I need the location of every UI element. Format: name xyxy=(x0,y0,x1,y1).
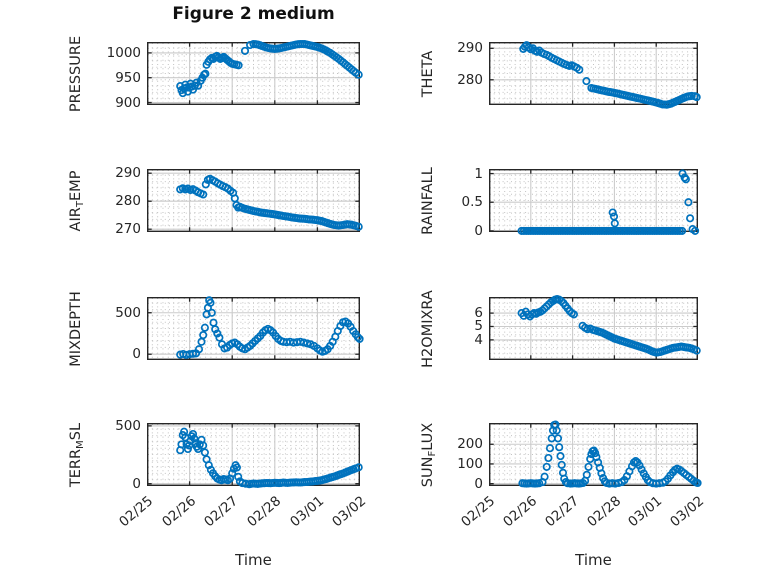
y-tick-label-rainfall: 0.5 xyxy=(461,194,483,211)
x-tick-label: 03/01 xyxy=(625,493,666,531)
x-axis-label-time-left: Time xyxy=(235,551,272,569)
y-tick-label-theta: 280 xyxy=(457,71,483,88)
x-tick-label: 03/01 xyxy=(286,493,327,531)
y-tick-label-air-temp: 280 xyxy=(115,193,141,210)
y-tick-label-pressure: 950 xyxy=(115,69,141,86)
plot-area-rainfall xyxy=(488,168,700,235)
plot-area-terr-msl xyxy=(146,422,363,489)
x-tick-label: 02/26 xyxy=(500,493,541,531)
x-tick-label: 02/25 xyxy=(116,493,157,531)
plot-area-theta xyxy=(488,41,701,109)
y-tick-label-pressure: 900 xyxy=(115,94,141,111)
y-tick-label-sun-flux: 100 xyxy=(457,455,483,472)
plot-area-sun-flux xyxy=(488,420,702,488)
plot-area-mixdepth xyxy=(146,296,364,360)
y-tick-label-mixdepth: 500 xyxy=(115,304,141,321)
y-tick-label-terr-msl: 0 xyxy=(132,475,141,492)
x-tick-label: 02/28 xyxy=(244,493,285,531)
data-series-h2omixra xyxy=(517,294,701,357)
plot-area-pressure xyxy=(146,39,363,105)
y-tick-label-mixdepth: 0 xyxy=(132,346,141,363)
plot-area-air-temp xyxy=(146,168,363,232)
x-tick-label: 02/28 xyxy=(583,493,624,531)
y-tick-label-rainfall: 0 xyxy=(474,222,483,239)
data-series-mixdepth xyxy=(176,296,364,359)
y-tick-label-air-temp: 270 xyxy=(115,221,141,238)
figure-title: Figure 2 medium xyxy=(172,4,335,24)
y-tick-label-rainfall: 1 xyxy=(474,165,483,182)
data-series-rainfall xyxy=(517,169,700,235)
data-series-sun-flux xyxy=(518,420,702,488)
x-tick-label: 03/02 xyxy=(329,493,370,531)
y-tick-label-air-temp: 290 xyxy=(115,165,141,182)
y-axis-label-sun-flux: SUNFLUX xyxy=(420,422,438,487)
y-tick-label-pressure: 1000 xyxy=(106,44,141,61)
y-axis-label-terr-msl: TERRMSL xyxy=(68,422,86,487)
x-tick-label: 02/27 xyxy=(201,493,242,531)
y-tick-label-h2omixra: 6 xyxy=(474,305,483,322)
x-tick-label: 02/25 xyxy=(458,493,499,531)
y-tick-label-sun-flux: 200 xyxy=(457,436,483,453)
x-tick-label: 02/27 xyxy=(541,493,582,531)
data-series-terr-msl xyxy=(176,427,363,489)
data-series-pressure xyxy=(176,39,363,98)
x-tick-label: 03/02 xyxy=(667,493,708,531)
y-tick-label-h2omixra: 4 xyxy=(474,331,483,348)
data-series-theta xyxy=(519,41,701,109)
y-tick-label-terr-msl: 500 xyxy=(115,417,141,434)
y-tick-label-theta: 290 xyxy=(457,40,483,57)
data-series-air-temp xyxy=(176,174,363,231)
y-tick-label-h2omixra: 5 xyxy=(474,318,483,335)
x-tick-label: 02/26 xyxy=(158,493,199,531)
x-axis-label-time-right: Time xyxy=(575,551,612,569)
plot-area-h2omixra xyxy=(488,294,701,360)
y-tick-label-sun-flux: 0 xyxy=(474,475,483,492)
